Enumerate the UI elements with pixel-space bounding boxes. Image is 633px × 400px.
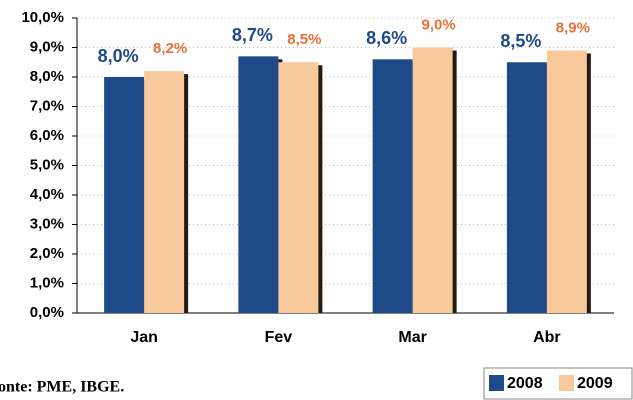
y-tick-label: 0,0% xyxy=(30,304,64,321)
x-tick-label: Mar xyxy=(398,329,426,346)
bar xyxy=(506,62,547,313)
value-label: 8,9% xyxy=(556,19,590,36)
bar xyxy=(144,71,185,313)
bar xyxy=(278,62,319,313)
value-label: 8,5% xyxy=(500,31,541,51)
legend-label: 2009 xyxy=(577,375,613,392)
y-tick-label: 10,0% xyxy=(21,9,64,26)
y-tick-label: 8,0% xyxy=(30,68,64,85)
value-label: 8,5% xyxy=(287,31,321,48)
source-note: onte: PME, IBGE. xyxy=(0,379,124,396)
y-tick-label: 6,0% xyxy=(30,127,64,144)
y-tick-label: 1,0% xyxy=(30,274,64,291)
value-label: 8,6% xyxy=(366,28,407,48)
y-tick-label: 5,0% xyxy=(30,156,64,173)
bar xyxy=(238,56,279,313)
bar xyxy=(104,77,145,313)
y-tick-label: 2,0% xyxy=(30,245,64,262)
bar xyxy=(412,47,453,313)
bar xyxy=(372,59,413,313)
y-tick-label: 7,0% xyxy=(30,97,64,114)
x-tick-label: Jan xyxy=(130,329,158,346)
legend-label: 2008 xyxy=(507,375,543,392)
y-tick-label: 3,0% xyxy=(30,215,64,232)
legend-swatch xyxy=(489,375,504,391)
y-tick-label: 9,0% xyxy=(30,38,64,55)
legend-swatch xyxy=(559,375,574,391)
value-label: 8,0% xyxy=(98,46,139,66)
value-label: 8,2% xyxy=(153,40,187,57)
bar xyxy=(546,50,587,313)
value-label: 8,7% xyxy=(232,25,273,45)
value-label: 9,0% xyxy=(422,16,456,33)
y-tick-label: 4,0% xyxy=(30,186,64,203)
x-tick-label: Abr xyxy=(533,329,561,346)
x-tick-label: Fev xyxy=(265,329,293,346)
legend-box xyxy=(483,367,633,400)
